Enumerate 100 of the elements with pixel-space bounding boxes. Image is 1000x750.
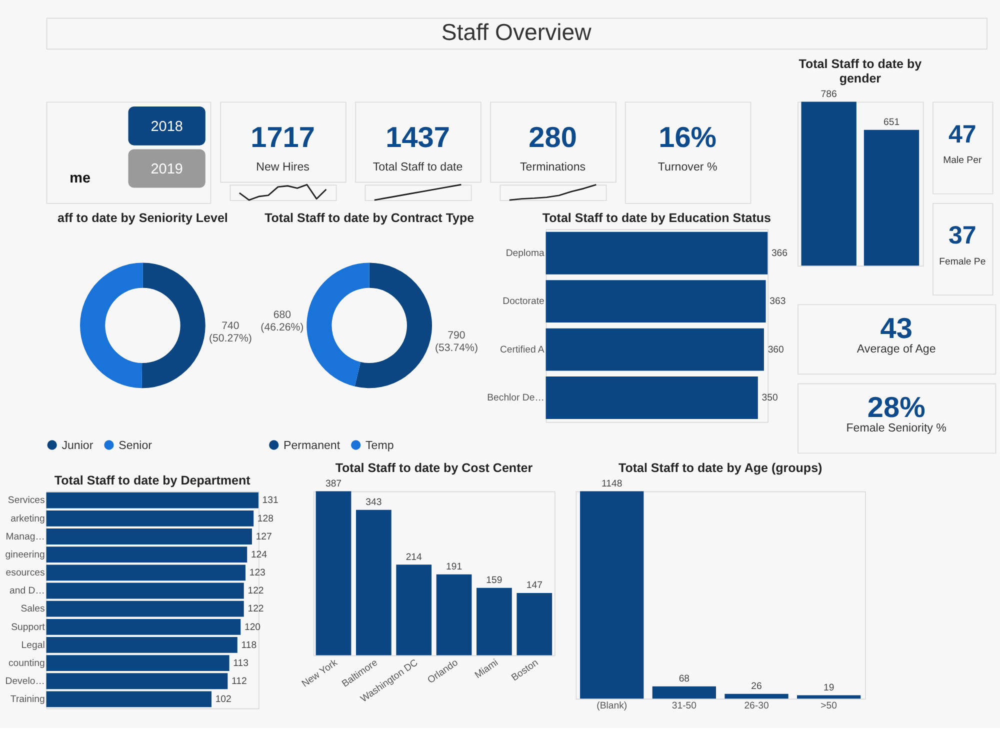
legend-label: Senior xyxy=(118,440,152,452)
data-label: 102 xyxy=(215,694,232,706)
y-tick-label: Legal xyxy=(21,640,45,651)
data-label: 387 xyxy=(325,478,342,490)
bar xyxy=(516,592,552,656)
y-tick-label: Deploma xyxy=(506,248,545,259)
x-tick-label: (Blank) xyxy=(596,700,628,712)
data-label: 19 xyxy=(823,682,834,694)
data-label: 131 xyxy=(262,495,278,506)
bar xyxy=(46,673,228,690)
data-label: 363 xyxy=(770,296,786,308)
chart-title: Total Staff to date by Education Status xyxy=(542,211,772,226)
data-label: 740 (50.27%) xyxy=(208,320,252,345)
bar xyxy=(46,600,244,617)
data-label: 120 xyxy=(244,622,261,633)
data-label: 127 xyxy=(256,531,272,542)
text: 47 xyxy=(948,120,976,148)
data-label: 128 xyxy=(257,513,274,524)
donut-slice xyxy=(80,262,143,388)
bar xyxy=(46,510,254,526)
donut-slice xyxy=(142,262,206,388)
x-tick-label: >50 xyxy=(820,700,837,712)
text: 37 xyxy=(948,222,976,250)
data-label: 790 (53.74%) xyxy=(434,330,478,354)
data-label: 786 xyxy=(820,88,837,100)
data-label: 122 xyxy=(248,586,264,597)
y-tick-label: counting xyxy=(8,658,45,669)
x-tick-label: New York xyxy=(300,657,340,690)
bar xyxy=(46,546,248,563)
legend-label: Junior xyxy=(62,440,94,452)
data-label: 651 xyxy=(883,117,900,128)
text: Female Seniority % xyxy=(846,422,946,435)
data-label: 113 xyxy=(233,658,248,669)
data-label: 343 xyxy=(366,497,382,508)
chart-title: Total Staff to date by Contract Type xyxy=(264,211,474,226)
data-label: 124 xyxy=(250,549,268,560)
chart-title: Total Staff to date by Cost Center xyxy=(335,461,533,476)
text: 43 xyxy=(880,312,912,345)
data-label: 68 xyxy=(678,674,690,685)
bar xyxy=(46,582,244,599)
bar xyxy=(436,574,472,656)
legend-label: Temp xyxy=(365,440,394,452)
data-label: 118 xyxy=(241,640,257,651)
text: 2018 xyxy=(150,118,183,135)
y-tick-label: Sales xyxy=(20,604,46,615)
bar xyxy=(46,655,230,672)
bar xyxy=(724,694,788,699)
text: Male Per xyxy=(943,155,982,166)
y-tick-label: arketing xyxy=(10,513,45,524)
text: Staff Overview xyxy=(441,18,592,45)
y-tick-label: and D… xyxy=(10,586,45,597)
y-tick-label: esources xyxy=(6,568,46,579)
chart-title: Total Staff to date by gender xyxy=(798,56,922,86)
bar xyxy=(46,618,241,635)
y-tick-label: Support xyxy=(11,622,46,633)
chart-subtitle: Terminations xyxy=(520,161,586,174)
y-tick-label: Bechlor De… xyxy=(487,392,544,404)
text: 2019 xyxy=(150,161,183,178)
data-label: 191 xyxy=(446,561,462,572)
y-tick-label: Services xyxy=(8,495,46,506)
text: Turnover % xyxy=(658,161,718,174)
y-tick-label: Training xyxy=(10,694,45,706)
chart-title: Total Staff to date by Age (groups) xyxy=(618,461,822,476)
chart-subtitle: Total Staff to date xyxy=(372,161,463,174)
bar xyxy=(797,695,861,699)
donut-slice xyxy=(306,262,370,386)
x-tick-label: 26-30 xyxy=(744,700,769,712)
text: Female Pe xyxy=(939,256,986,268)
chart-title: aff to date by Seniority Level xyxy=(58,211,228,226)
data-label: 1148 xyxy=(602,478,622,490)
bar xyxy=(46,637,238,653)
chart-subtitle: New Hires xyxy=(256,161,310,174)
chart-title: Total Staff to date by Department xyxy=(54,474,252,488)
y-tick-label: Manag… xyxy=(6,531,45,542)
data-label: 159 xyxy=(486,575,502,586)
y-tick-label: Develo… xyxy=(5,676,45,688)
bar xyxy=(46,564,246,581)
data-label: 360 xyxy=(768,344,784,356)
donut-slice xyxy=(354,262,432,388)
bar xyxy=(46,492,258,508)
data-label: 26 xyxy=(751,681,762,692)
data-label: 214 xyxy=(406,552,423,563)
bar xyxy=(316,491,352,656)
bar xyxy=(46,528,252,544)
bar xyxy=(476,588,512,656)
bar xyxy=(46,691,212,708)
text: 28% xyxy=(867,392,926,424)
bar xyxy=(396,564,432,656)
data-label: 680 (46.26%) xyxy=(260,309,304,334)
data-label: 147 xyxy=(526,580,542,592)
text: me xyxy=(70,170,90,186)
data-label: 112 xyxy=(232,676,247,688)
data-label: 350 xyxy=(762,392,778,404)
legend-label: Permanent xyxy=(284,440,341,452)
y-tick-label: Doctorate xyxy=(502,296,544,308)
bar xyxy=(652,686,716,699)
chart-title: 1717 xyxy=(250,122,315,154)
x-tick-label: 31-50 xyxy=(672,700,696,712)
y-tick-label: gineering xyxy=(5,549,45,560)
chart-title: 1437 xyxy=(386,122,450,154)
